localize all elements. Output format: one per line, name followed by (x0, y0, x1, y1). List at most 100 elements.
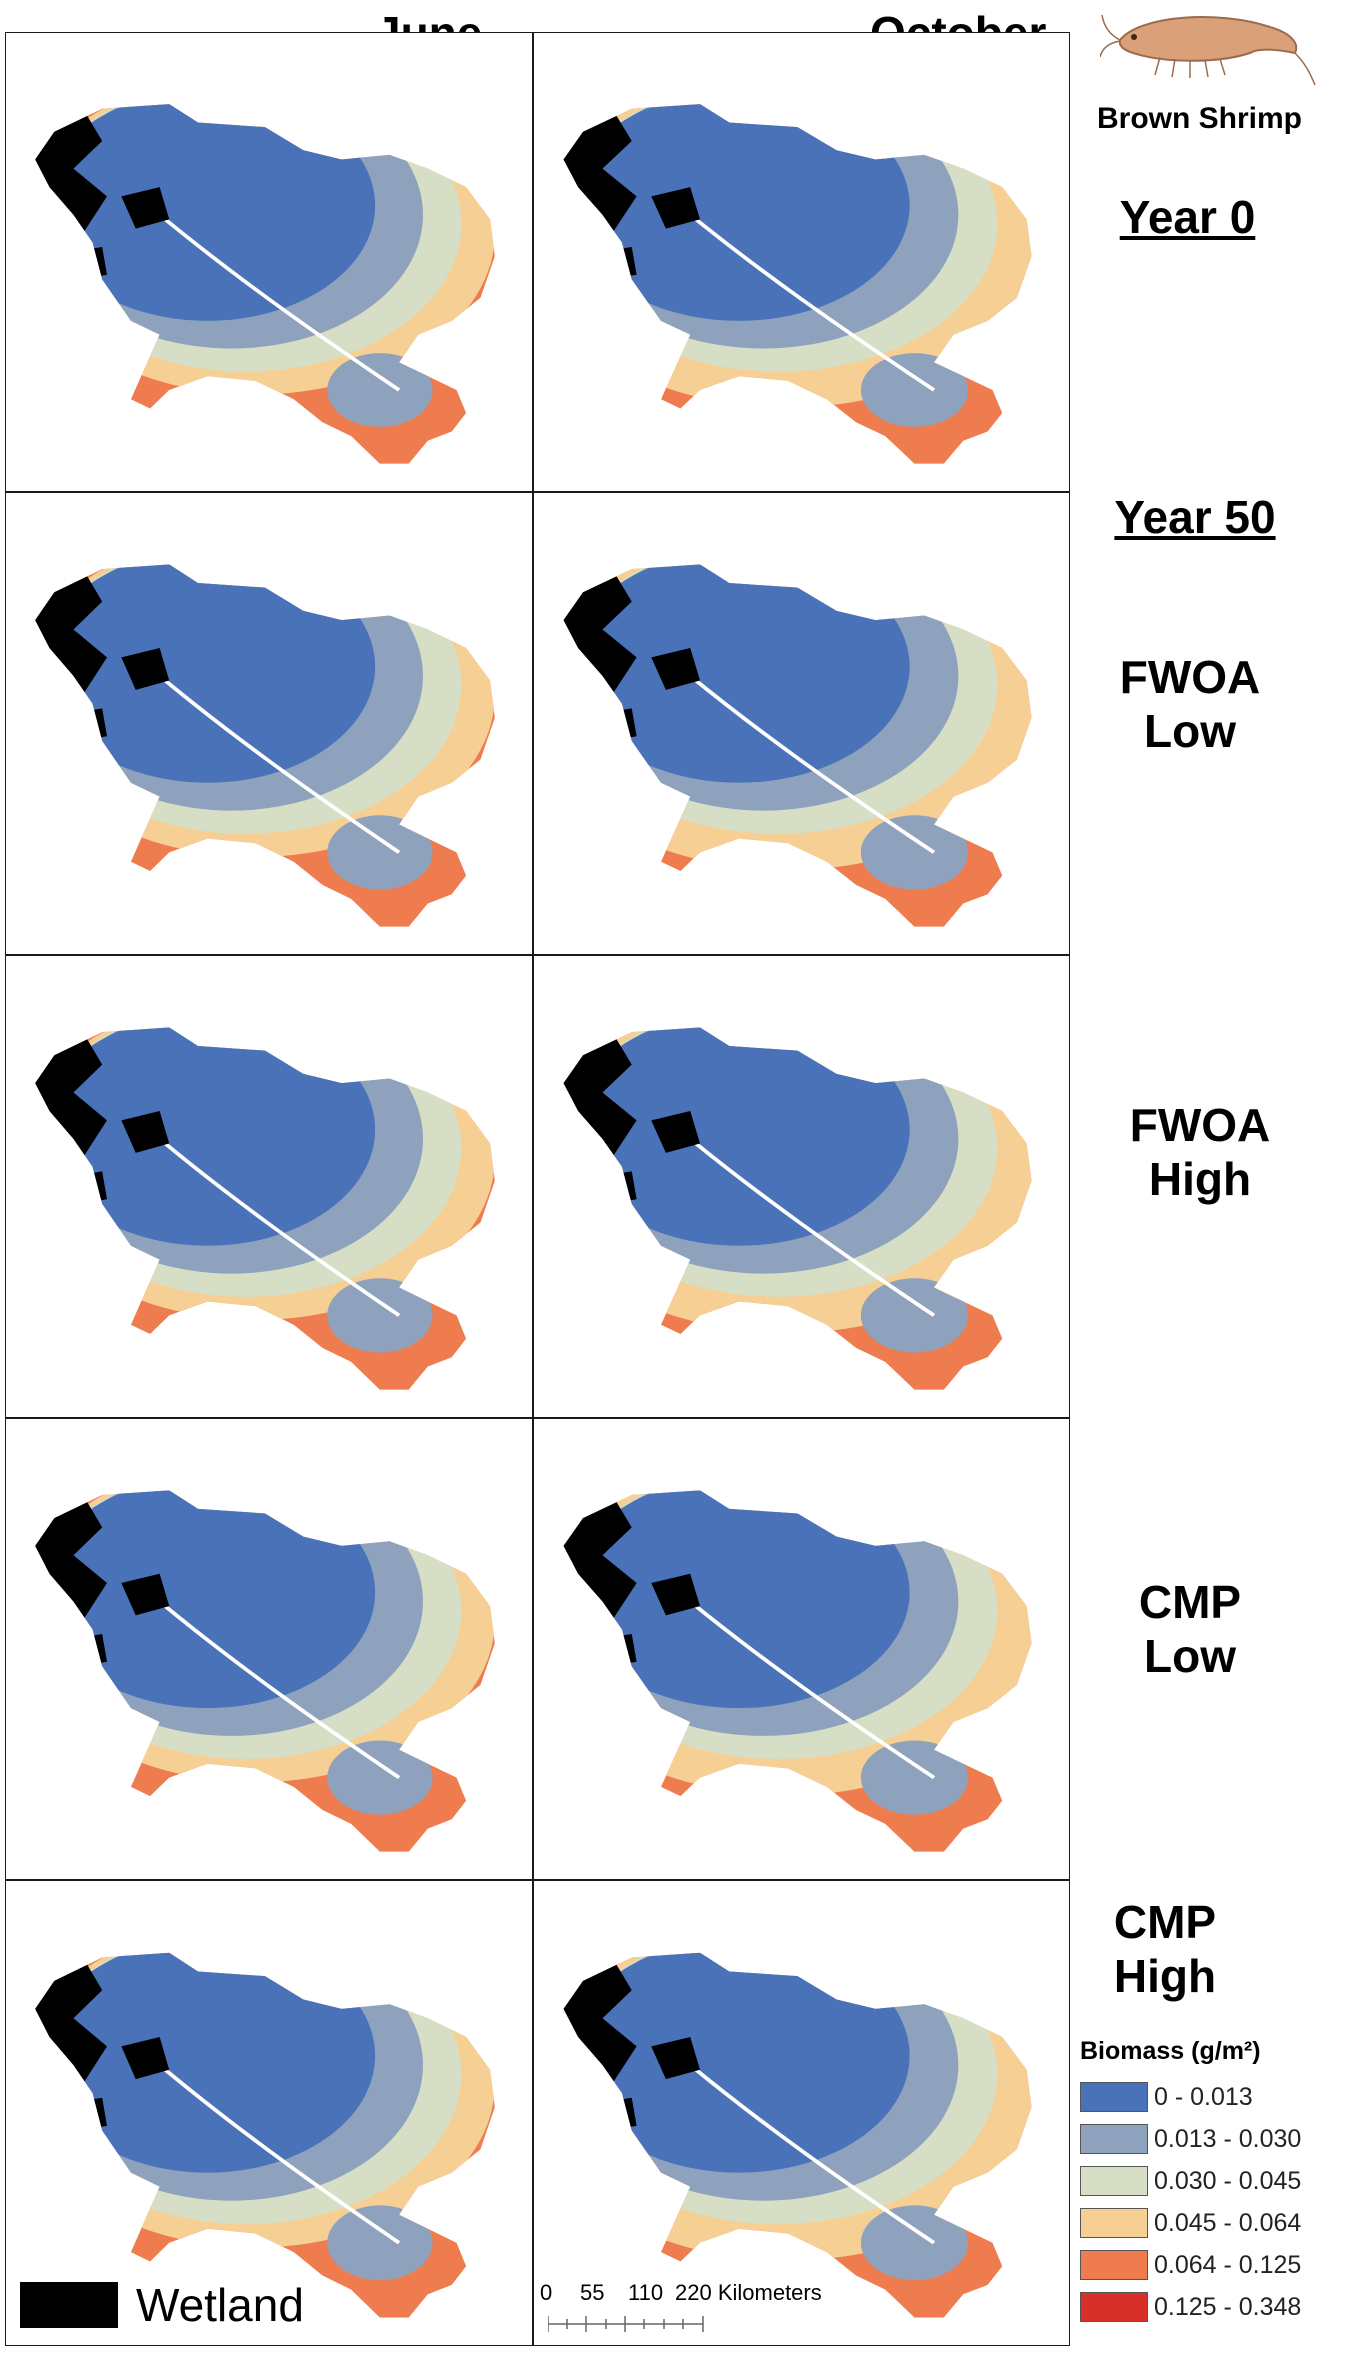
biomass-map (563, 564, 1032, 927)
wetland-area (651, 1111, 700, 1153)
legend-item: 0.030 - 0.045 (1080, 2164, 1301, 2198)
wetland-area (265, 104, 294, 114)
legend-label: 0 - 0.013 (1154, 2082, 1253, 2111)
delta-lobe (860, 353, 969, 427)
scale-label-220: 220 Kilometers (675, 2280, 822, 2305)
map-panel (533, 32, 1070, 492)
row-label-cmp-high-line2: High (1113, 1950, 1217, 2003)
map-panel (533, 492, 1070, 955)
river-channel (688, 674, 936, 854)
delta-lobe (327, 2205, 433, 2281)
delta-lobe (860, 1278, 969, 1353)
legend-item: 0.013 - 0.030 (1080, 2122, 1301, 2156)
map-area (544, 981, 1051, 1399)
biomass-map (35, 104, 495, 464)
wetland-area (797, 104, 827, 114)
wetland-label: Wetland (136, 2279, 304, 2331)
delta-lobe (860, 2205, 969, 2281)
wetland-area (602, 1633, 637, 1667)
legend-swatch (1080, 2124, 1148, 2154)
wetland-area (73, 1633, 107, 1667)
row-label-fwoa-high-line1: FWOA (1129, 1099, 1271, 1151)
legend-swatch (1080, 2292, 1148, 2322)
map-panel (5, 1418, 533, 1880)
biomass-map (35, 1027, 495, 1390)
legend-label: 0.125 - 0.348 (1154, 2292, 1302, 2321)
legend-swatch (1080, 2166, 1148, 2196)
wetland-area (797, 564, 827, 574)
river-channel (158, 1137, 401, 1317)
map-area (16, 1906, 514, 2327)
row-label-fwoa-low: FWOA Low (1105, 650, 1275, 759)
scale-label-0: 0 (540, 2280, 553, 2305)
map-area (544, 518, 1051, 936)
interior-low-biomass (568, 564, 910, 783)
row-label-year0: Year 0 (1100, 190, 1275, 244)
wetland-area (602, 247, 637, 280)
biomass-map (35, 564, 495, 927)
interior-low-biomass (568, 1952, 910, 2173)
legend-item: 0.045 - 0.064 (1080, 2206, 1301, 2240)
river-channel (688, 2063, 936, 2245)
wetland-area (602, 708, 637, 741)
biomass-map (563, 1490, 1032, 1852)
map-panel (533, 1880, 1070, 2346)
row-label-cmp-low-line2: Low (1144, 1630, 1236, 1683)
wetland-area (651, 648, 700, 690)
map-area (544, 1906, 1051, 2327)
biomass-map (563, 104, 1032, 464)
interior-low-biomass (39, 1490, 376, 1709)
biomass-map (35, 1952, 495, 2318)
wetland-area (121, 187, 170, 229)
row-label-year50: Year 50 (1095, 490, 1295, 544)
row-label-cmp-high: CMP High (1080, 1895, 1250, 2004)
delta-lobe (860, 815, 969, 890)
map-area (16, 1444, 514, 1861)
map-panel (5, 32, 533, 492)
wetland-area (651, 1573, 700, 1616)
legend-item: 0.064 - 0.125 (1080, 2248, 1301, 2282)
species-name: Brown Shrimp (1097, 102, 1303, 135)
wetland-area (265, 1027, 294, 1037)
wetland-area (121, 1111, 170, 1153)
river-channel (158, 1600, 401, 1780)
delta-lobe (327, 353, 433, 427)
map-area (544, 58, 1051, 473)
wetland-area (651, 2036, 700, 2080)
wetland-swatch (20, 2282, 118, 2328)
delta-lobe (860, 1740, 969, 1815)
wetland-area (73, 2097, 107, 2131)
wetland-area (797, 1952, 827, 1963)
legend-label: 0.013 - 0.030 (1154, 2124, 1302, 2153)
legend-item: 0.125 - 0.348 (1080, 2290, 1301, 2324)
delta-lobe (327, 1278, 433, 1353)
interior-low-biomass (39, 1027, 376, 1246)
river-channel (158, 2063, 401, 2245)
map-area (16, 518, 514, 936)
row-label-fwoa-low-line1: FWOA (1119, 651, 1261, 703)
row-label-cmp-low-line1: CMP (1138, 1576, 1242, 1628)
map-area (16, 58, 514, 473)
wetland-area (121, 1573, 170, 1616)
map-panel (5, 955, 533, 1418)
interior-low-biomass (39, 564, 376, 783)
delta-lobe (327, 1740, 433, 1815)
map-panel (533, 1418, 1070, 1880)
wetland-area (797, 1027, 827, 1037)
map-area (544, 1444, 1051, 1861)
interior-low-biomass (568, 1490, 910, 1709)
legend-label: 0.064 - 0.125 (1154, 2250, 1302, 2279)
row-label-year0-text: Year 0 (1119, 191, 1256, 243)
scale-bar-graphic (548, 2316, 704, 2332)
legend-title: Biomass (g/m²) (1080, 2037, 1261, 2065)
wetland-area (265, 1490, 294, 1500)
legend-swatch (1080, 2250, 1148, 2280)
legend-item: 0 - 0.013 (1080, 2080, 1253, 2114)
wetland-area (265, 1952, 294, 1963)
wetland-key: Wetland (20, 2278, 304, 2332)
map-panel (5, 1880, 533, 2346)
interior-low-biomass (39, 1952, 376, 2173)
wetland-area (265, 564, 294, 574)
wetland-area (121, 648, 170, 690)
wetland-area (121, 2036, 170, 2080)
